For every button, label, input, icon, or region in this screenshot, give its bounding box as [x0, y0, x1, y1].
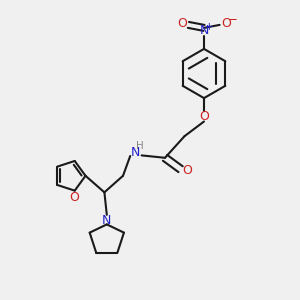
Text: O: O	[221, 17, 231, 30]
Text: N: N	[199, 24, 209, 38]
Text: O: O	[182, 164, 192, 177]
Text: O: O	[199, 110, 209, 123]
Text: −: −	[228, 13, 238, 26]
Text: +: +	[205, 22, 213, 32]
Text: O: O	[177, 17, 187, 30]
Text: N: N	[102, 214, 112, 227]
Text: O: O	[69, 191, 79, 204]
Text: H: H	[136, 141, 144, 152]
Text: N: N	[130, 146, 140, 160]
